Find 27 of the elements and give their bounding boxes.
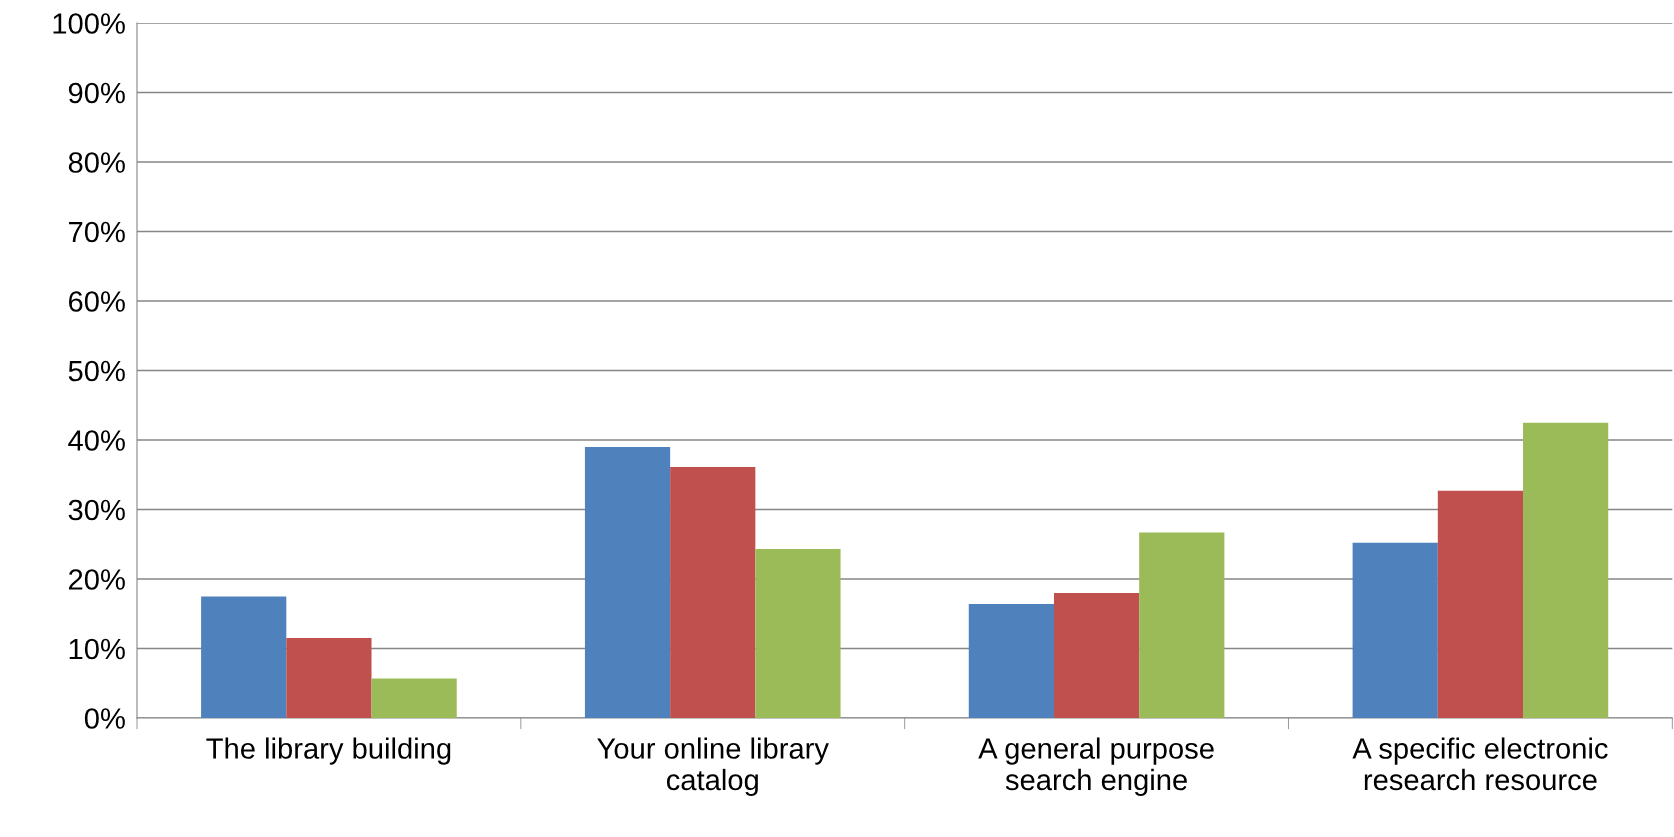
y-tick-label: 60% bbox=[69, 291, 125, 312]
bar bbox=[1523, 422, 1609, 718]
x-tick-label: A general purpose search engine bbox=[978, 737, 1214, 797]
bar bbox=[201, 596, 287, 718]
x-tick-label: The library building bbox=[206, 737, 451, 765]
bar bbox=[371, 678, 457, 718]
y-tick-label: 40% bbox=[68, 430, 125, 451]
bar bbox=[755, 549, 841, 718]
y-tick-label: 20% bbox=[68, 569, 125, 590]
y-tick-label: 10% bbox=[69, 638, 125, 660]
y-tick-label: 30% bbox=[68, 499, 125, 521]
bar bbox=[1352, 542, 1438, 718]
y-tick-label: 80% bbox=[68, 152, 125, 173]
bar bbox=[286, 638, 372, 718]
x-tick-label: Your online library catalog bbox=[597, 737, 829, 797]
bar bbox=[584, 446, 671, 718]
y-tick-label: 50% bbox=[68, 360, 125, 382]
bar bbox=[968, 604, 1054, 718]
x-tick-label: A specific electronic research resource bbox=[1352, 737, 1608, 791]
y-tick-label: 100% bbox=[53, 13, 125, 34]
bar bbox=[1053, 592, 1140, 718]
bar bbox=[1139, 532, 1225, 718]
bar bbox=[670, 467, 756, 718]
bar bbox=[1437, 490, 1524, 718]
y-tick-label: 0% bbox=[84, 708, 125, 729]
y-tick-label: 90% bbox=[68, 82, 125, 104]
y-tick-label: 70% bbox=[69, 221, 125, 243]
